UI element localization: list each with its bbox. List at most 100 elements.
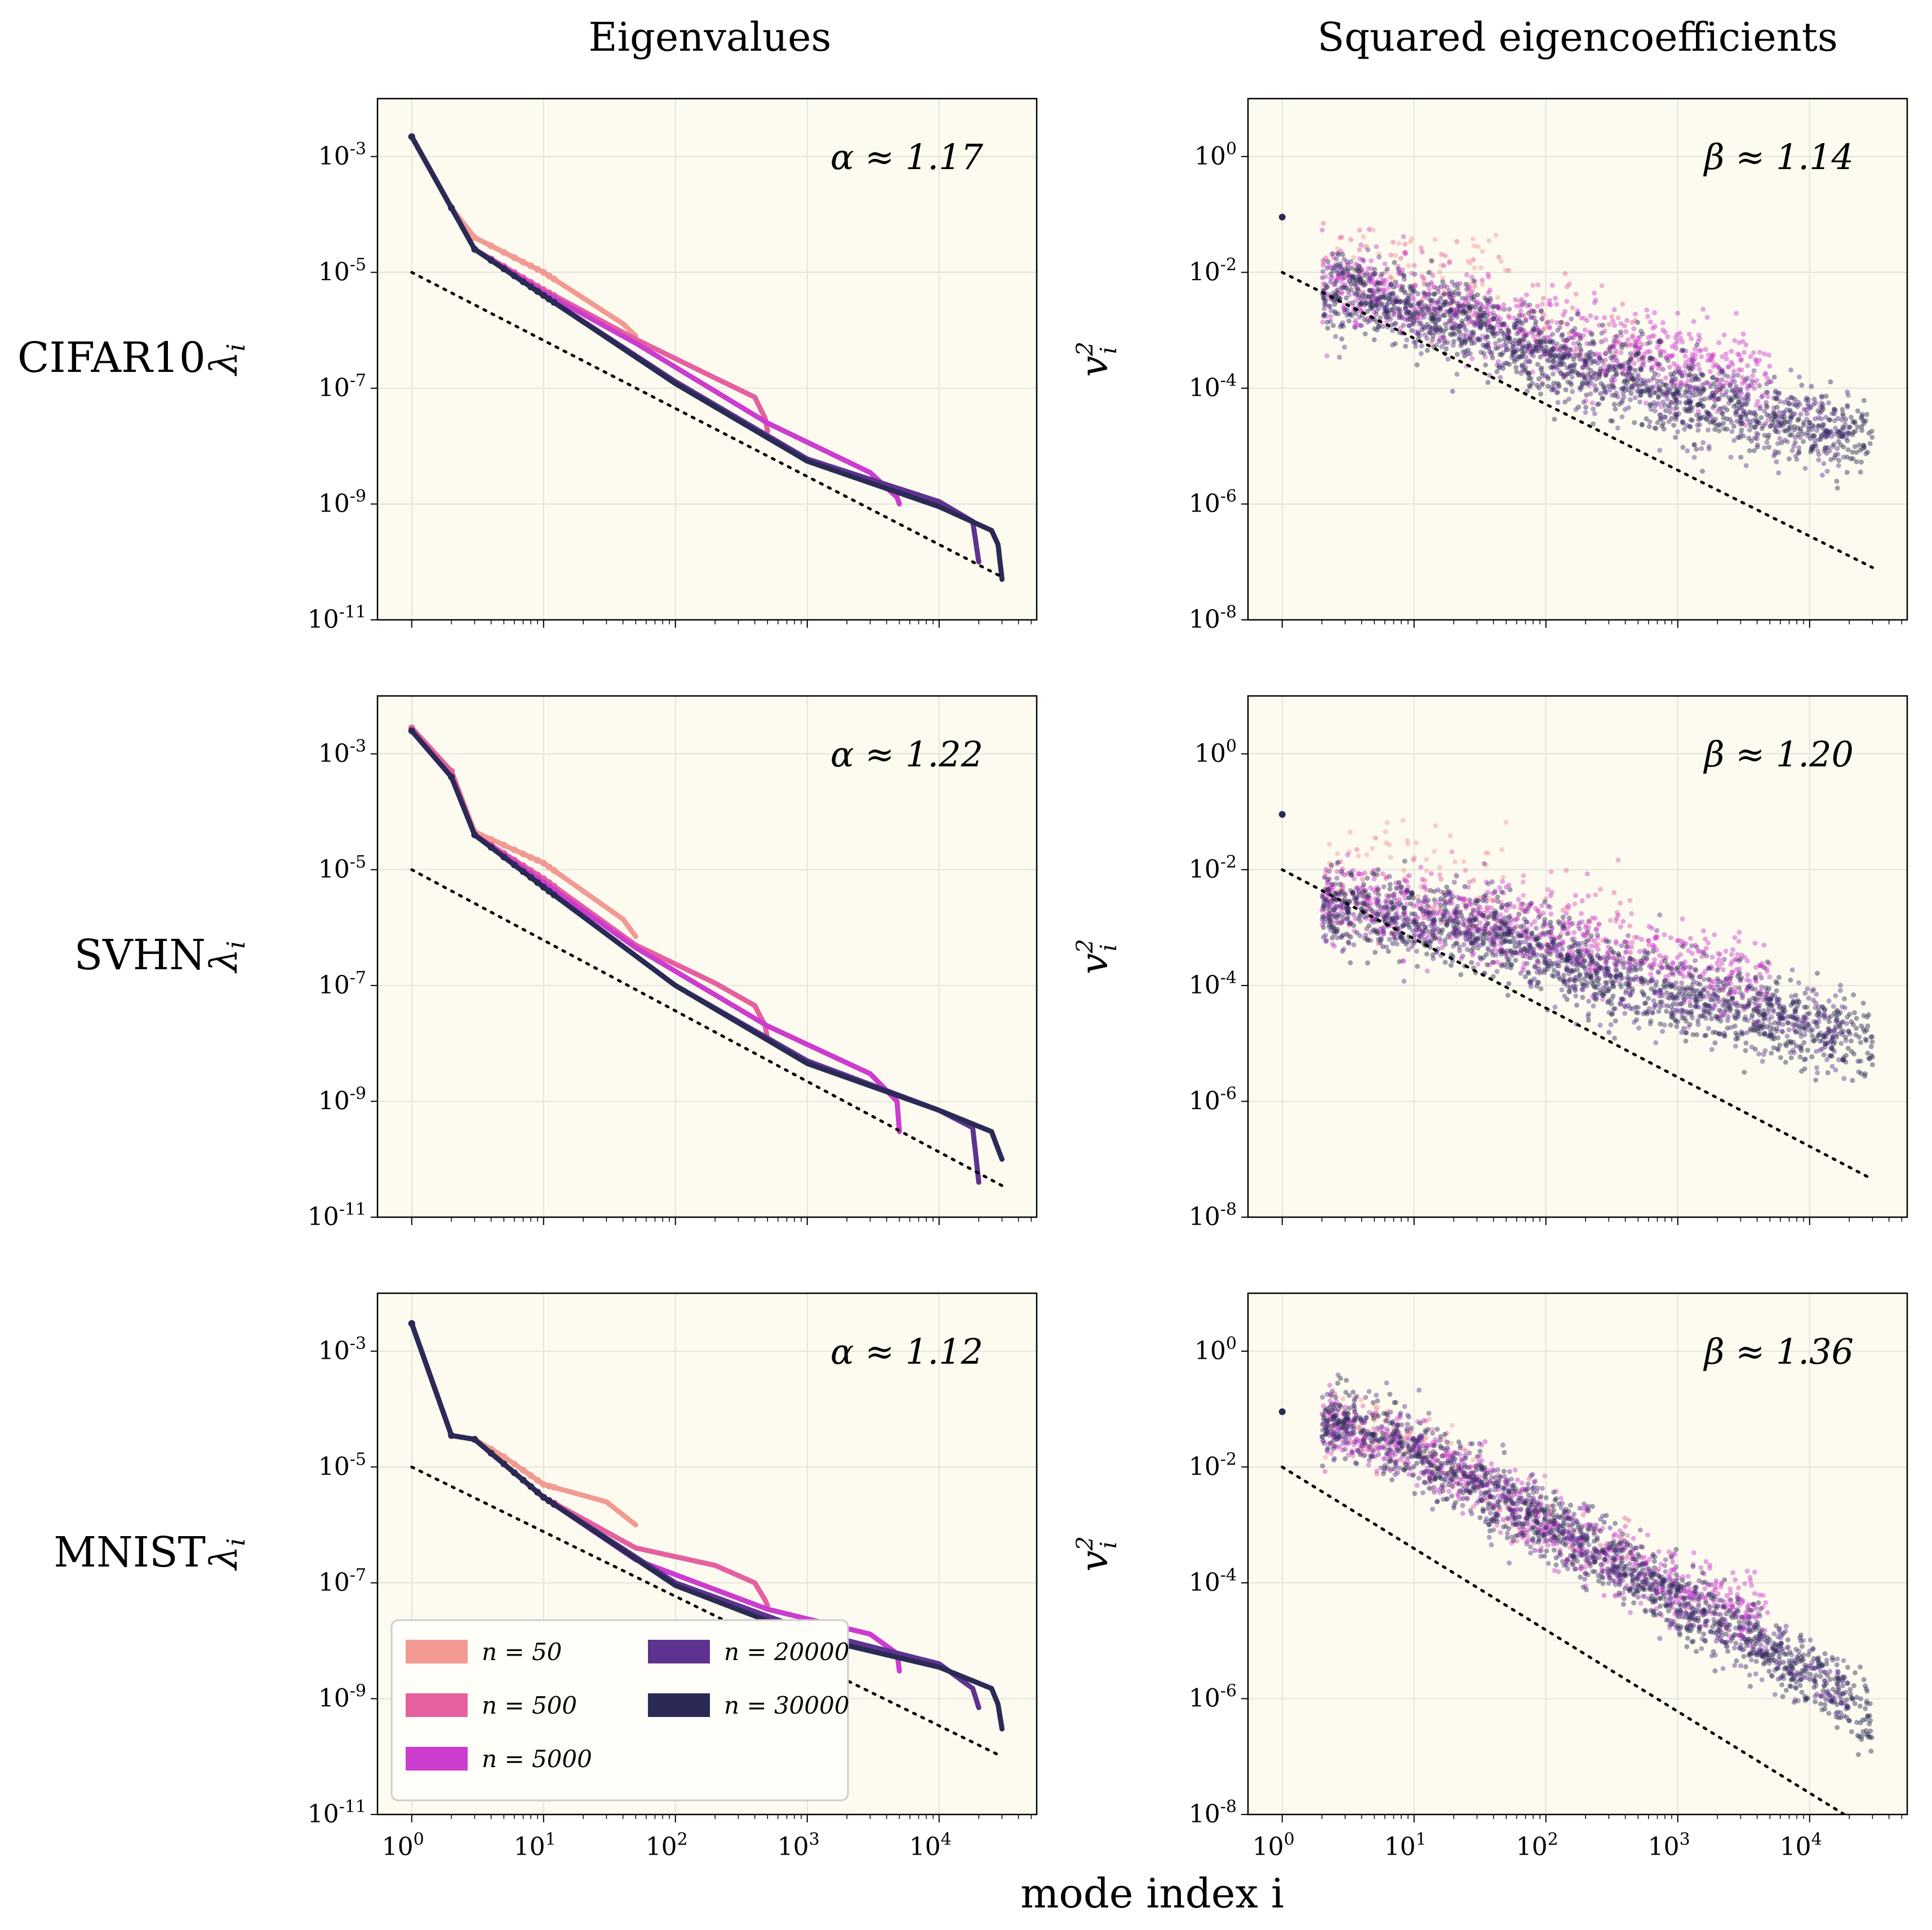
data-point	[1655, 420, 1660, 425]
data-point	[1370, 305, 1375, 310]
y-tick-label: 10-8	[1189, 1200, 1237, 1231]
data-point	[1644, 307, 1650, 313]
data-point	[1587, 329, 1592, 335]
data-point	[1706, 395, 1712, 401]
data-point	[1332, 301, 1338, 307]
data-point	[1351, 255, 1357, 260]
data-point	[1773, 414, 1778, 419]
data-point	[1470, 287, 1476, 292]
data-point	[1602, 337, 1608, 343]
data-point	[1356, 295, 1362, 300]
data-point	[1688, 365, 1694, 371]
data-point	[1638, 389, 1644, 395]
data-point	[1754, 436, 1760, 442]
data-point	[1335, 251, 1340, 256]
data-point	[1352, 323, 1357, 329]
data-point	[1704, 417, 1709, 423]
data-point	[1383, 314, 1389, 320]
data-point	[1416, 321, 1422, 327]
data-point	[1667, 388, 1672, 394]
data-point	[1486, 274, 1491, 279]
data-point	[1418, 934, 1423, 939]
data-point	[1371, 309, 1377, 315]
data-point	[1651, 375, 1656, 380]
data-point	[1525, 345, 1530, 350]
data-point	[1641, 363, 1646, 369]
data-point	[1559, 360, 1565, 366]
data-point	[1761, 1017, 1766, 1022]
data-point	[1824, 432, 1829, 437]
data-point	[1796, 449, 1802, 455]
data-point	[1840, 1004, 1845, 1010]
data-point	[1557, 325, 1563, 330]
data-point	[1709, 391, 1715, 396]
data-point	[1540, 295, 1546, 301]
data-point	[1806, 420, 1812, 425]
data-point	[1625, 369, 1631, 375]
data-point	[1411, 857, 1416, 863]
data-point	[1564, 931, 1570, 937]
data-point	[1563, 387, 1569, 393]
data-point	[1450, 343, 1456, 348]
data-point	[1413, 344, 1418, 349]
data-point	[1370, 846, 1375, 851]
data-point	[1384, 309, 1389, 314]
data-point	[1375, 298, 1381, 303]
data-point	[1397, 299, 1402, 305]
data-point	[1500, 362, 1505, 368]
data-point	[1424, 868, 1429, 873]
data-point	[1807, 436, 1813, 441]
data-point	[1836, 463, 1841, 468]
data-point	[1645, 951, 1651, 956]
data-point	[1689, 390, 1695, 396]
data-point	[1670, 353, 1676, 358]
data-point	[1544, 357, 1550, 363]
data-point	[1578, 352, 1584, 358]
data-point	[1347, 278, 1352, 284]
data-point	[1438, 283, 1444, 289]
data-point	[1538, 367, 1544, 372]
data-point	[1773, 451, 1778, 457]
data-point	[1526, 349, 1531, 354]
data-point	[1721, 420, 1726, 426]
data-point	[1811, 424, 1816, 429]
data-point	[1356, 292, 1361, 298]
data-point	[1635, 335, 1641, 341]
data-point	[1684, 400, 1690, 406]
data-point	[1489, 326, 1495, 332]
plot-area	[1248, 99, 1907, 620]
data-point	[1694, 446, 1699, 452]
data-point	[1788, 367, 1794, 373]
data-point	[1593, 315, 1599, 321]
data-point	[1653, 425, 1659, 431]
data-point	[1554, 347, 1560, 353]
data-point	[1447, 294, 1453, 300]
data-point	[1359, 267, 1365, 272]
data-point	[1335, 246, 1340, 251]
data-point	[1524, 330, 1530, 336]
data-point	[1690, 366, 1696, 371]
data-point	[1714, 377, 1720, 383]
data-point	[1713, 389, 1718, 395]
data-point	[1428, 258, 1434, 263]
data-point	[1521, 333, 1526, 339]
data-point	[1724, 407, 1730, 413]
data-point	[1788, 394, 1793, 400]
data-point	[1607, 344, 1613, 350]
data-point	[1625, 974, 1631, 980]
y-tick-label: 10-9	[318, 486, 366, 518]
data-point	[1629, 365, 1635, 371]
data-point	[1624, 318, 1630, 323]
data-point	[1602, 367, 1607, 372]
data-point	[1369, 296, 1375, 302]
data-point	[1810, 988, 1815, 993]
data-point	[1454, 308, 1460, 313]
data-point	[1638, 366, 1644, 371]
data-point	[1361, 258, 1366, 264]
data-point	[1563, 338, 1569, 344]
data-point	[1674, 363, 1680, 369]
data-point	[1472, 283, 1478, 289]
data-point	[1826, 400, 1832, 406]
data-point	[1548, 365, 1553, 370]
